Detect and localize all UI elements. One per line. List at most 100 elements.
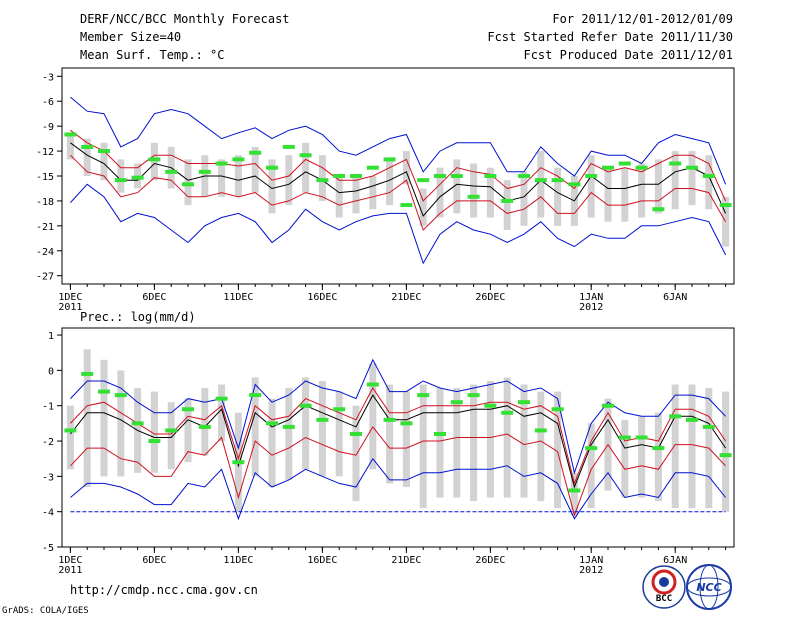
temp-box-day-14	[285, 155, 293, 206]
temp-box-day-26	[486, 167, 494, 218]
prec-box-day-19	[369, 363, 377, 470]
prec-box-day-36	[654, 412, 662, 502]
prec-box-day-12	[251, 377, 259, 477]
temp-obs-day-16	[316, 178, 329, 183]
precip-frame	[61, 327, 735, 548]
temp-ytick-label: -15	[36, 172, 54, 183]
temp-box-day-20	[386, 159, 394, 206]
prec-xtick-label: 6JAN	[663, 555, 687, 566]
temp-box-day-23	[436, 167, 444, 218]
temp-line-upper	[70, 129, 727, 202]
refer-date: Fcst Started Refer Date 2011/11/30	[487, 30, 733, 44]
temp-ytick-label: -24	[36, 247, 54, 258]
prec-xtick-year: 2012	[579, 565, 603, 576]
forecast-period: For 2011/12/01-2012/01/09	[552, 12, 733, 26]
prec-line-upper	[70, 387, 727, 486]
temp-box-day-1	[66, 134, 74, 160]
prec-obs-day-8	[182, 407, 194, 412]
temperature-observed	[64, 132, 732, 212]
member-size: Member Size=40	[80, 30, 181, 44]
prec-obs-day-19	[366, 382, 379, 387]
prec-obs-day-23	[434, 431, 446, 436]
prec-obs-day-28	[518, 400, 530, 405]
precip-observed	[64, 371, 732, 493]
temp-xtick-label: 6JAN	[663, 292, 687, 303]
temp-obs-day-5	[131, 175, 144, 180]
temperature-lines	[70, 96, 727, 265]
temp-line-max	[70, 96, 727, 185]
temp-box-day-12	[251, 146, 259, 193]
prec-obs-day-24	[450, 400, 463, 405]
precip-title: Prec.: log(mm/d)	[80, 310, 196, 324]
prec-xtick-label: 21DEC	[391, 555, 421, 566]
temp-box-day-37	[671, 151, 679, 210]
temp-obs-day-39	[702, 174, 715, 178]
prec-xtick-label: 16DEC	[307, 555, 337, 566]
prec-obs-day-22	[417, 393, 430, 398]
prec-line-max	[70, 358, 726, 475]
prec-obs-day-34	[618, 435, 631, 440]
prec-obs-day-36	[652, 446, 665, 451]
temp-box-day-35	[638, 163, 646, 218]
prec-obs-day-2	[81, 371, 94, 376]
prec-line-mean	[70, 394, 727, 489]
temp-obs-day-7	[165, 169, 178, 174]
temp-box-day-25	[470, 163, 478, 218]
prec-box-day-35	[638, 416, 646, 498]
temp-box-day-18	[352, 176, 360, 214]
temp-obs-day-24	[450, 174, 463, 178]
temp-obs-day-26	[484, 174, 497, 178]
temp-box-day-32	[587, 155, 595, 218]
prec-obs-day-30	[551, 407, 564, 412]
temp-box-day-19	[369, 176, 377, 210]
temp-box-day-21	[402, 151, 410, 185]
temp-box-day-39	[705, 155, 713, 210]
prec-obs-day-14	[282, 424, 295, 429]
bcc-logo-text: BCC	[656, 594, 672, 604]
prec-obs-day-20	[383, 417, 396, 422]
temp-obs-day-38	[686, 165, 698, 170]
prec-box-day-22	[419, 384, 427, 509]
precip-lines	[70, 358, 727, 521]
temp-obs-day-18	[350, 174, 362, 178]
prec-box-day-16	[318, 380, 326, 477]
temp-xtick-label: 11DEC	[223, 292, 253, 303]
temp-box-day-10	[218, 159, 226, 197]
variable-label: Mean Surf. Temp.: °C	[80, 48, 225, 62]
prec-obs-day-25	[467, 393, 480, 398]
source-url[interactable]: http://cmdp.ncc.cma.gov.cn	[70, 583, 258, 597]
prec-box-day-37	[671, 384, 679, 509]
prec-ytick-label: -5	[42, 543, 54, 554]
temp-box-day-33	[604, 167, 612, 222]
prec-obs-day-9	[198, 424, 211, 429]
prec-box-day-17	[335, 391, 343, 477]
temp-obs-day-17	[333, 174, 346, 178]
prec-xtick-label: 11DEC	[223, 555, 253, 566]
prec-ytick-label: 1	[48, 331, 54, 342]
prec-box-day-32	[587, 423, 595, 509]
prec-obs-day-13	[266, 421, 278, 426]
prec-box-day-23	[436, 388, 444, 498]
prec-ytick-label: -2	[42, 437, 54, 448]
prec-obs-day-18	[350, 431, 362, 436]
prec-obs-day-7	[165, 428, 178, 433]
prec-box-day-24	[453, 388, 461, 498]
temp-obs-day-22	[417, 178, 430, 183]
prec-box-day-31	[570, 472, 578, 516]
temp-ytick-label: -12	[36, 147, 54, 158]
temp-box-day-24	[453, 159, 461, 214]
temp-obs-day-33	[602, 165, 614, 170]
prec-obs-day-15	[299, 403, 312, 408]
prec-obs-day-37	[669, 414, 682, 419]
temp-box-day-6	[150, 142, 158, 181]
prec-obs-day-3	[98, 389, 110, 394]
prec-obs-day-29	[534, 428, 547, 433]
prec-obs-day-35	[635, 435, 648, 440]
prec-box-day-20	[386, 384, 394, 484]
temp-ytick-label: -18	[36, 197, 54, 208]
temp-box-day-28	[520, 171, 528, 226]
bcc-logo: BCC	[642, 565, 686, 609]
prec-obs-day-27	[501, 410, 514, 415]
